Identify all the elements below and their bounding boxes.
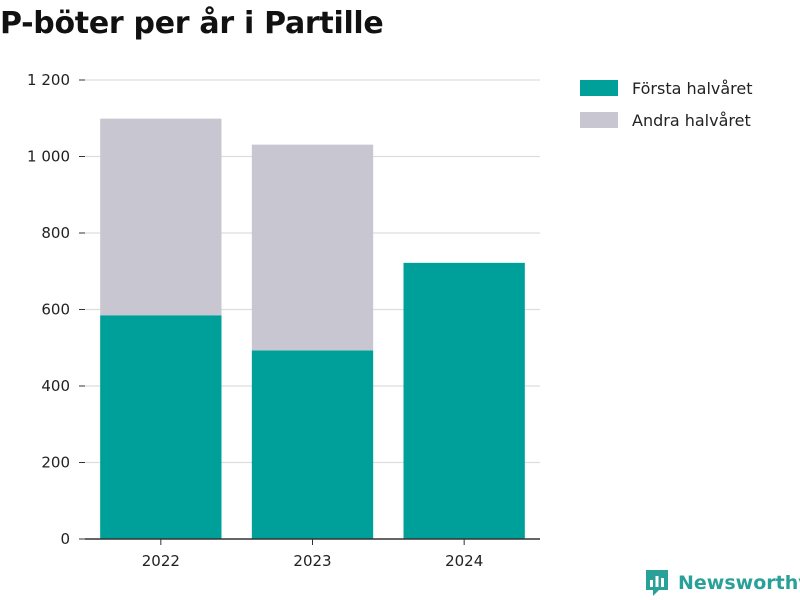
chart-title: P-böter per år i Partille xyxy=(0,6,384,41)
axes: 0 200 400 600 800 1 000 1 200 2022 2023 2024 xyxy=(27,71,540,570)
legend-label-first-half: Första halvåret xyxy=(632,78,753,98)
y-tick-label: 0 xyxy=(60,530,70,548)
brand-logo[interactable]: Newsworthy xyxy=(644,568,800,598)
legend-swatch-first-half xyxy=(580,80,618,96)
bar-first-half-2023[interactable] xyxy=(251,350,374,539)
y-tick-label: 1 000 xyxy=(27,148,70,166)
legend-swatch-second-half xyxy=(580,112,618,128)
y-tick-label: 800 xyxy=(41,224,70,242)
y-tick-label: 1 200 xyxy=(27,71,70,89)
y-tick-label: 600 xyxy=(41,301,70,319)
legend-label-second-half: Andra halvåret xyxy=(632,110,751,130)
newsworthy-logo-icon xyxy=(646,570,668,596)
legend-item-first-half[interactable]: Första halvåret xyxy=(580,72,753,104)
x-tick-label: 2023 xyxy=(293,552,331,570)
x-tick-label: 2024 xyxy=(445,552,483,570)
bar-second-half-2023[interactable] xyxy=(251,144,374,351)
bar-first-half-2022[interactable] xyxy=(100,315,222,539)
y-tick-label: 400 xyxy=(41,377,70,395)
bar-first-half-2024[interactable] xyxy=(403,262,525,539)
bars xyxy=(100,118,525,539)
legend: Första halvåret Andra halvåret xyxy=(580,72,753,136)
bar-second-half-2022[interactable] xyxy=(100,118,222,316)
legend-item-second-half[interactable]: Andra halvåret xyxy=(580,104,753,136)
x-tick-label: 2022 xyxy=(142,552,180,570)
y-tick-label: 200 xyxy=(41,454,70,472)
brand-name: Newsworthy xyxy=(678,572,800,594)
